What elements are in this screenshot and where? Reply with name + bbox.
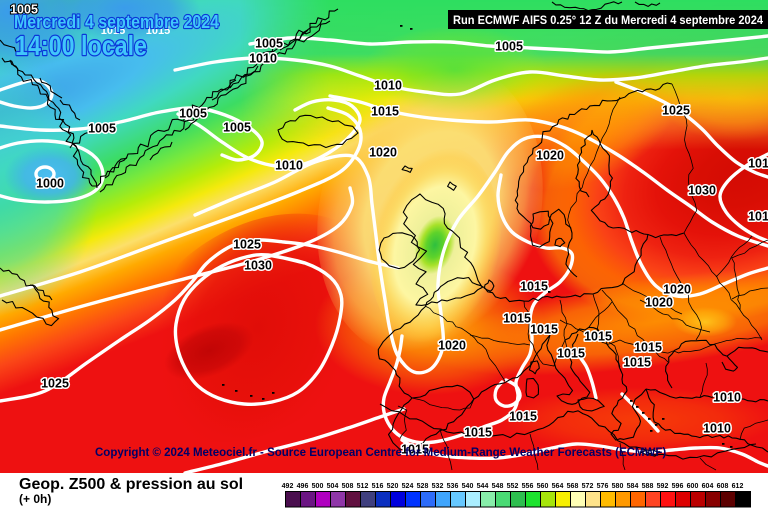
svg-text:1020: 1020 (369, 146, 397, 160)
svg-text:Geop. Z500 & pression au sol: Geop. Z500 & pression au sol (19, 476, 243, 493)
svg-text:1015: 1015 (584, 330, 612, 344)
svg-text:540: 540 (462, 483, 474, 490)
svg-text:600: 600 (687, 483, 699, 490)
svg-text:536: 536 (447, 483, 459, 490)
svg-text:1030: 1030 (244, 259, 272, 273)
svg-text:1005: 1005 (88, 122, 116, 136)
svg-text:492: 492 (282, 483, 294, 490)
svg-text:604: 604 (702, 483, 714, 490)
svg-text:1015: 1015 (634, 341, 662, 355)
svg-text:576: 576 (597, 483, 609, 490)
svg-text:496: 496 (297, 483, 309, 490)
svg-text:1000: 1000 (36, 177, 64, 191)
svg-text:524: 524 (402, 483, 414, 490)
svg-text:1015: 1015 (530, 323, 558, 337)
svg-text:512: 512 (357, 483, 369, 490)
svg-text:1015: 1015 (371, 105, 399, 119)
svg-text:1015: 1015 (464, 426, 492, 440)
svg-text:1020: 1020 (438, 339, 466, 353)
svg-text:1015: 1015 (401, 443, 429, 457)
svg-text:568: 568 (567, 483, 579, 490)
svg-text:500: 500 (312, 483, 324, 490)
svg-text:1010: 1010 (748, 157, 768, 171)
svg-text:1020: 1020 (645, 296, 673, 310)
svg-text:528: 528 (417, 483, 429, 490)
svg-text:1030: 1030 (688, 184, 716, 198)
svg-text:1025: 1025 (41, 377, 69, 391)
svg-text:Mercredi 4 septembre 2024: Mercredi 4 septembre 2024 (14, 12, 219, 32)
svg-text:1020: 1020 (663, 283, 691, 297)
svg-text:1010: 1010 (713, 391, 741, 405)
svg-text:1015: 1015 (503, 312, 531, 326)
svg-text:1010: 1010 (249, 52, 277, 66)
svg-text:1015: 1015 (509, 410, 537, 424)
svg-text:1005: 1005 (255, 37, 283, 51)
svg-text:516: 516 (372, 483, 384, 490)
svg-text:544: 544 (477, 483, 489, 490)
svg-text:520: 520 (387, 483, 399, 490)
svg-text:1005: 1005 (223, 121, 251, 135)
svg-text:504: 504 (327, 483, 339, 490)
svg-text:1005: 1005 (495, 40, 523, 54)
svg-text:588: 588 (642, 483, 654, 490)
svg-text:1015: 1015 (101, 25, 125, 37)
svg-text:552: 552 (507, 483, 519, 490)
svg-text:(+ 0h): (+ 0h) (19, 492, 51, 506)
svg-text:1015: 1015 (557, 347, 585, 361)
svg-text:1005: 1005 (10, 3, 38, 17)
svg-text:1015: 1015 (146, 25, 170, 37)
svg-text:1015: 1015 (623, 356, 651, 370)
svg-text:608: 608 (717, 483, 729, 490)
svg-text:548: 548 (492, 483, 504, 490)
svg-text:596: 596 (672, 483, 684, 490)
svg-text:1025: 1025 (662, 104, 690, 118)
svg-text:532: 532 (432, 483, 444, 490)
svg-text:14:00 locale: 14:00 locale (15, 30, 147, 61)
svg-text:1010: 1010 (374, 79, 402, 93)
svg-text:580: 580 (612, 483, 624, 490)
svg-text:1010: 1010 (275, 159, 303, 173)
svg-text:564: 564 (552, 483, 564, 490)
svg-text:612: 612 (732, 483, 744, 490)
svg-text:1010: 1010 (703, 422, 731, 436)
svg-text:1020: 1020 (536, 149, 564, 163)
svg-text:572: 572 (582, 483, 594, 490)
svg-text:592: 592 (657, 483, 669, 490)
svg-text:1015: 1015 (748, 210, 768, 224)
svg-text:584: 584 (627, 483, 639, 490)
svg-text:1015: 1015 (520, 280, 548, 294)
svg-text:Copyright © 2024 Meteociel.fr: Copyright © 2024 Meteociel.fr - Source E… (95, 447, 666, 459)
svg-text:508: 508 (342, 483, 354, 490)
svg-text:556: 556 (522, 483, 534, 490)
svg-text:560: 560 (537, 483, 549, 490)
svg-text:1025: 1025 (233, 238, 261, 252)
svg-text:Run ECMWF AIFS 0.25° 12 Z du M: Run ECMWF AIFS 0.25° 12 Z du Mercredi 4 … (453, 13, 763, 27)
svg-text:1005: 1005 (179, 107, 207, 121)
